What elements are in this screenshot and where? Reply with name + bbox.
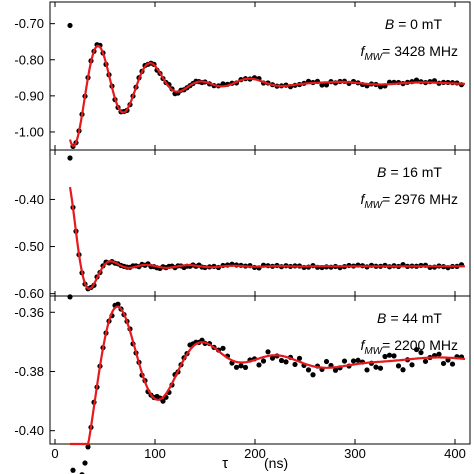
data-point [350, 358, 357, 364]
frequency-annotation: fMW= 2976 MHz [360, 191, 458, 211]
y-tick-label: -0.60 [14, 286, 44, 301]
y-tick-label: -0.70 [14, 16, 44, 31]
panel-3: -0.36 -0.38 -0.40 B = 44 mT fMW= 2200 MHz [14, 294, 471, 474]
field-annotation: B = 44 mT [377, 310, 442, 326]
y-tick-label: -0.50 [14, 239, 44, 254]
data-point [67, 155, 73, 161]
data-point [382, 353, 388, 360]
field-value: 44 mT [402, 310, 442, 326]
y-tick-label: -0.36 [14, 305, 44, 320]
field-value: 0 mT [410, 16, 442, 32]
field-annotation: B = 16 mT [377, 164, 442, 180]
data-point [355, 357, 361, 363]
data-point [400, 367, 406, 373]
freq-subscript: MW [364, 52, 383, 63]
x-tick-label: 300 [344, 446, 366, 461]
data-point [418, 349, 424, 356]
field-label: B = [377, 310, 402, 326]
field-label: B = [385, 16, 410, 32]
data-point [422, 358, 429, 364]
data-points [67, 22, 465, 149]
data-point [265, 349, 271, 355]
fit-curve [68, 44, 465, 147]
data-point [70, 467, 76, 473]
freq-value: = 3428 MHz [382, 43, 458, 59]
data-point [67, 294, 73, 300]
data-point [323, 82, 330, 88]
freq-value: = 2976 MHz [382, 191, 458, 207]
panel-1: -0.70 -0.80 -0.90 -1.00 B = 0 mT fMW= 3428 MH… [14, 1, 471, 151]
data-point [391, 353, 397, 359]
y-tick-label: -0.40 [14, 192, 44, 207]
freq-label: f [360, 337, 366, 353]
data-point [364, 367, 370, 373]
data-point [449, 361, 456, 367]
freq-value: = 2200 MHz [382, 337, 458, 353]
data-point [256, 362, 262, 368]
x-axis: 0 100 200 300 400 [51, 446, 465, 461]
data-point [440, 360, 447, 367]
data-point [85, 444, 91, 450]
data-point [260, 358, 267, 364]
data-point [305, 367, 312, 373]
data-point [395, 363, 402, 369]
y-tick-label: -0.90 [14, 88, 44, 103]
data-point [115, 301, 121, 307]
freq-label: f [360, 191, 366, 207]
x-axis-label-symbol: τ [222, 455, 228, 472]
data-point [283, 359, 289, 365]
data-point [292, 361, 298, 368]
y-tick-label: -0.80 [14, 52, 44, 67]
data-point [377, 365, 384, 371]
data-point [341, 358, 348, 364]
data-point [386, 352, 393, 358]
freq-subscript: MW [364, 346, 383, 357]
field-label: B = [377, 164, 402, 180]
y-tick-label: -0.38 [14, 364, 44, 379]
x-tick-label: 100 [144, 446, 166, 461]
data-point [242, 364, 249, 371]
freq-label: f [360, 43, 366, 59]
data-point [220, 345, 226, 351]
data-point [310, 372, 316, 378]
data-point [82, 460, 88, 466]
fit-curve [70, 305, 465, 446]
data-point [160, 398, 166, 404]
frequency-annotation: fMW= 2200 MHz [360, 337, 458, 357]
panel-2: -0.40 -0.50 -0.60 B = 16 mT fMW= 2976 MHz [14, 149, 471, 301]
data-point [278, 357, 285, 364]
y-tick-label: -1.00 [14, 124, 44, 139]
field-annotation: B = 0 mT [385, 16, 443, 32]
data-point [233, 364, 240, 370]
data-point [373, 364, 379, 370]
x-tick-label: 400 [444, 446, 466, 461]
data-point [323, 358, 330, 365]
data-point [332, 367, 339, 373]
data-point [296, 355, 303, 361]
panel-frame [49, 295, 471, 445]
data-point [269, 355, 276, 361]
data-point [436, 351, 442, 357]
data-point [409, 362, 415, 368]
x-tick-label: 0 [51, 446, 58, 461]
x-tick-label: 200 [244, 446, 266, 461]
y-tick-label: -0.40 [14, 423, 44, 438]
field-value: 16 mT [402, 164, 442, 180]
data-point [413, 346, 420, 353]
fit-curve [68, 186, 465, 290]
frequency-annotation: fMW= 3428 MHz [360, 43, 458, 63]
x-axis-label-unit: (ns) [264, 455, 288, 471]
freq-subscript: MW [364, 200, 383, 211]
data-point [67, 22, 73, 29]
data-point [238, 363, 244, 369]
